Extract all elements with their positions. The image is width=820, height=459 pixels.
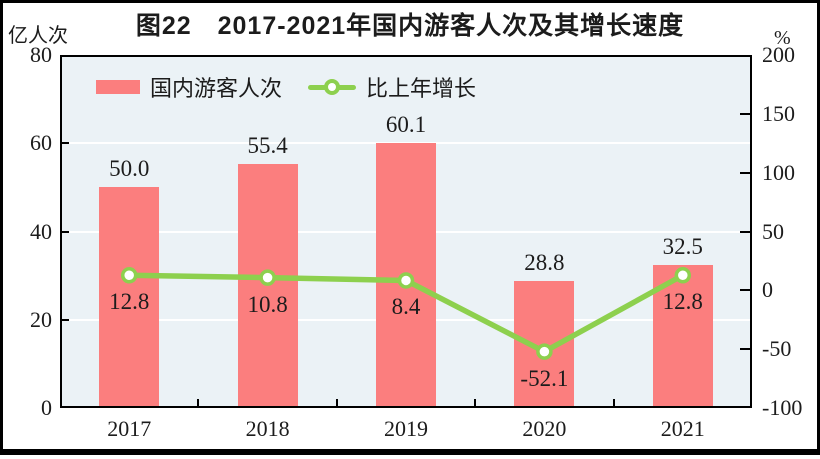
growth-value-label: 10.8 <box>247 291 288 317</box>
right-axis-tick-label: -100 <box>762 395 803 420</box>
right-axis-tick-label: 0 <box>762 277 773 303</box>
x-axis-category-label: 2018 <box>245 416 290 441</box>
left-axis-unit-label: 亿人次 <box>8 25 68 47</box>
x-axis-tick-mark <box>612 399 615 408</box>
line-marker-icon <box>324 79 341 95</box>
right-axis-tick-mark <box>740 112 752 115</box>
right-axis-tick-mark <box>740 289 752 292</box>
x-axis-category-label: 2017 <box>107 416 152 441</box>
left-axis-tick-label: 0 <box>41 395 52 420</box>
frame-border-bottom <box>0 449 820 455</box>
line-series-swatch-icon <box>308 79 357 95</box>
left-axis-tick-label: 60 <box>30 130 52 156</box>
legend: 国内游客人次 比上年增长 <box>96 71 476 103</box>
bar-value-label: 28.8 <box>524 249 565 275</box>
right-axis-tick-label: -50 <box>762 336 792 362</box>
x-axis-tick-mark <box>335 399 338 408</box>
x-axis-tick-mark <box>197 399 200 408</box>
x-axis-category-label: 2021 <box>660 416 705 441</box>
legend-label-domestic-tourists: 国内游客人次 <box>150 76 283 101</box>
x-axis-category-label: 2019 <box>384 416 428 441</box>
bar-value-label: 55.4 <box>247 132 288 158</box>
chart-title: 图22 2017-2021年国内游客人次及其增长速度 <box>135 12 685 40</box>
bar <box>99 187 160 408</box>
left-axis-tick-mark <box>60 230 69 233</box>
left-axis-tick-label: 20 <box>30 306 52 332</box>
frame-border-top <box>0 0 820 3</box>
bar-value-label: 60.1 <box>385 111 427 137</box>
left-axis-tick-mark <box>60 142 69 145</box>
frame-border-left <box>0 0 3 455</box>
line-marker <box>397 272 415 289</box>
frame-border-right <box>817 0 820 455</box>
x-axis-category-label: 2020 <box>522 416 567 441</box>
line-marker <box>120 267 138 284</box>
left-axis-tick-mark <box>60 318 69 321</box>
bar-series-swatch-icon <box>96 80 140 94</box>
growth-value-label: 8.4 <box>391 294 421 320</box>
growth-value-label: 12.8 <box>109 289 150 315</box>
right-axis-tick-mark <box>740 171 752 174</box>
right-axis-tick-mark <box>740 348 752 351</box>
growth-value-label: -52.1 <box>520 365 569 391</box>
x-axis-tick-mark <box>474 399 477 408</box>
bar-value-label: 50.0 <box>109 156 150 182</box>
legend-item-domestic-tourists: 国内游客人次 <box>96 71 282 103</box>
line-marker <box>674 267 692 284</box>
growth-value-label: 12.8 <box>662 289 703 315</box>
right-axis-tick-label: 150 <box>762 100 795 126</box>
legend-label-growth-rate: 比上年增长 <box>366 76 477 101</box>
line-marker <box>259 269 276 286</box>
left-axis-tick-label: 80 <box>30 42 52 67</box>
line-series-layer <box>120 267 692 360</box>
plot-area: 50.0 55.4 60.1 28.8 32.5 12.8 10.8 8.4 -52.1 12.8… <box>60 55 752 408</box>
right-axis-tick-label: 200 <box>762 42 795 67</box>
right-axis-tick-label: 50 <box>762 218 784 244</box>
bar-value-label: 32.5 <box>662 233 703 259</box>
right-axis-tick-label: 100 <box>762 159 795 185</box>
left-axis-tick-label: 40 <box>30 218 52 244</box>
line-marker <box>536 343 553 360</box>
legend-item-growth-rate: 比上年增长 <box>308 71 476 103</box>
right-axis-unit-label: % <box>774 27 791 49</box>
right-axis-tick-mark <box>740 230 752 233</box>
